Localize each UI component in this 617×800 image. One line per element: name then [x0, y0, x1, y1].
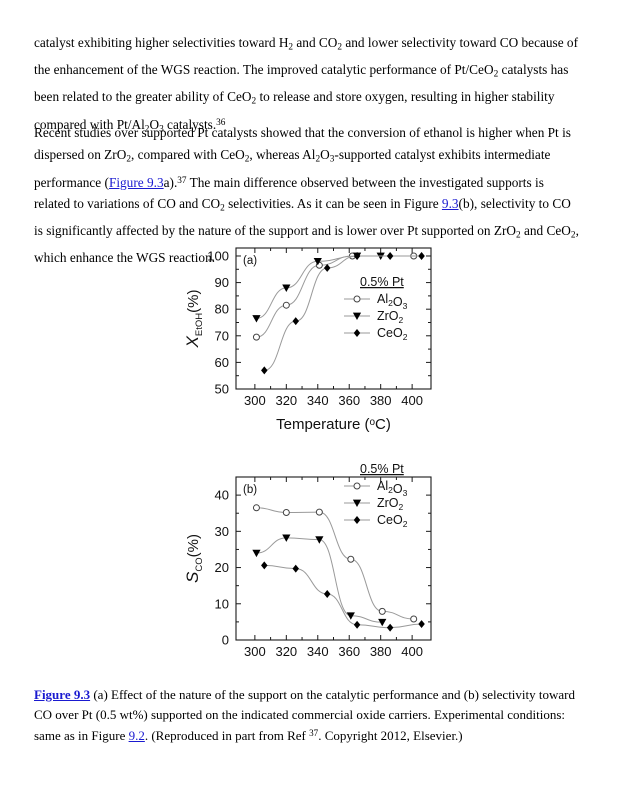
plot-frame — [235, 247, 432, 390]
series-line-Al2O3 — [256, 507, 414, 620]
marker-filled-triangle — [315, 536, 324, 544]
x-tick-label: 340 — [307, 644, 329, 659]
link-figure-9-2[interactable]: 9.2 — [128, 727, 145, 743]
marker-open-circle — [252, 504, 260, 512]
marker-filled-diamond — [353, 329, 361, 337]
y-axis-title: SCO(%) — [183, 534, 205, 583]
figure-caption: Figure 9.3 (a) Effect of the nature of t… — [34, 687, 575, 743]
y-tick-label: 90 — [215, 275, 229, 290]
y-tick-label: 30 — [215, 524, 229, 539]
marker-filled-triangle — [282, 534, 291, 542]
marker-filled-triangle — [252, 315, 261, 323]
plot-frame — [235, 476, 432, 641]
marker-filled-triangle — [352, 499, 362, 508]
x-tick-label: 340 — [307, 393, 329, 408]
link-figure-9-3a[interactable]: Figure 9.3 — [108, 174, 164, 190]
marker-open-circle — [252, 333, 260, 341]
marker-open-circle — [410, 615, 418, 623]
x-tick-label: 320 — [275, 644, 297, 659]
panel-label: (b) — [243, 484, 257, 496]
legend-label-ZrO2: ZrO2 — [377, 496, 404, 512]
legend-label-CeO2: CeO2 — [377, 326, 408, 342]
chart-panel-b: 300320340360380400010203040(b)Temperatur… — [183, 462, 432, 659]
paragraph-1: catalyst exhibiting higher selectivities… — [34, 35, 579, 135]
y-tick-label: 0 — [222, 633, 229, 648]
marker-open-circle — [282, 508, 290, 516]
marker-filled-diamond — [261, 561, 268, 570]
legend-title: 0.5% Pt — [360, 275, 404, 289]
marker-open-circle — [353, 482, 361, 490]
marker-open-circle — [378, 607, 386, 615]
marker-open-circle — [353, 295, 361, 303]
marker-filled-triangle — [378, 618, 387, 627]
y-tick-label: 20 — [215, 560, 229, 575]
marker-filled-triangle — [282, 284, 291, 292]
series-line-ZrO2 — [256, 537, 383, 623]
y-tick-label: 50 — [215, 382, 229, 397]
x-tick-label: 400 — [401, 644, 423, 659]
link-figure-9-3b[interactable]: 9.3 — [441, 196, 459, 211]
x-tick-label: 380 — [370, 393, 392, 408]
legend-title: 0.5% Pt — [360, 462, 404, 476]
x-tick-label: 320 — [275, 393, 297, 408]
y-tick-label: 70 — [215, 328, 229, 343]
series-line-CeO2 — [264, 564, 422, 629]
marker-filled-diamond — [292, 564, 300, 573]
legend-label-CeO2: CeO2 — [377, 513, 408, 529]
x-tick-label: 300 — [244, 393, 266, 408]
legend-label-Al2O3: Al2O3 — [377, 292, 408, 311]
y-tick-label: 40 — [215, 488, 229, 503]
legend-label-ZrO2: ZrO2 — [377, 309, 404, 325]
x-tick-label: 400 — [401, 393, 423, 408]
marker-filled-diamond — [292, 317, 300, 326]
y-tick-label: 80 — [215, 302, 229, 317]
marker-filled-diamond — [323, 590, 331, 598]
caption-figure-link[interactable]: Figure 9.3 — [34, 687, 91, 702]
x-tick-label: 380 — [370, 644, 392, 659]
paragraph-2: Recent studies over supported Pt catalys… — [34, 125, 579, 266]
x-tick-label: 360 — [338, 644, 360, 659]
marker-filled-diamond — [353, 516, 361, 524]
y-tick-label: 10 — [215, 596, 229, 611]
y-axis-title: XEtOH(%) — [183, 290, 205, 349]
y-axis-title-group: XEtOH(%) — [183, 290, 205, 349]
marker-open-circle — [282, 301, 290, 309]
marker-open-circle — [347, 555, 355, 563]
y-tick-label: 60 — [215, 355, 229, 370]
marker-filled-diamond — [261, 366, 268, 375]
marker-filled-diamond — [353, 620, 361, 629]
series-line-CeO2 — [264, 255, 422, 371]
x-tick-label: 360 — [338, 393, 360, 408]
legend-label-Al2O3: Al2O3 — [377, 479, 408, 498]
marker-filled-triangle — [252, 549, 261, 558]
y-axis-title-group: SCO(%) — [183, 534, 205, 583]
marker-filled-diamond — [386, 623, 394, 632]
marker-filled-diamond — [418, 620, 425, 629]
marker-filled-triangle — [352, 312, 362, 321]
marker-filled-triangle — [346, 612, 355, 620]
x-axis-title: Temperature (oC) — [276, 416, 391, 433]
x-tick-label: 300 — [244, 644, 266, 659]
marker-open-circle — [315, 508, 323, 516]
